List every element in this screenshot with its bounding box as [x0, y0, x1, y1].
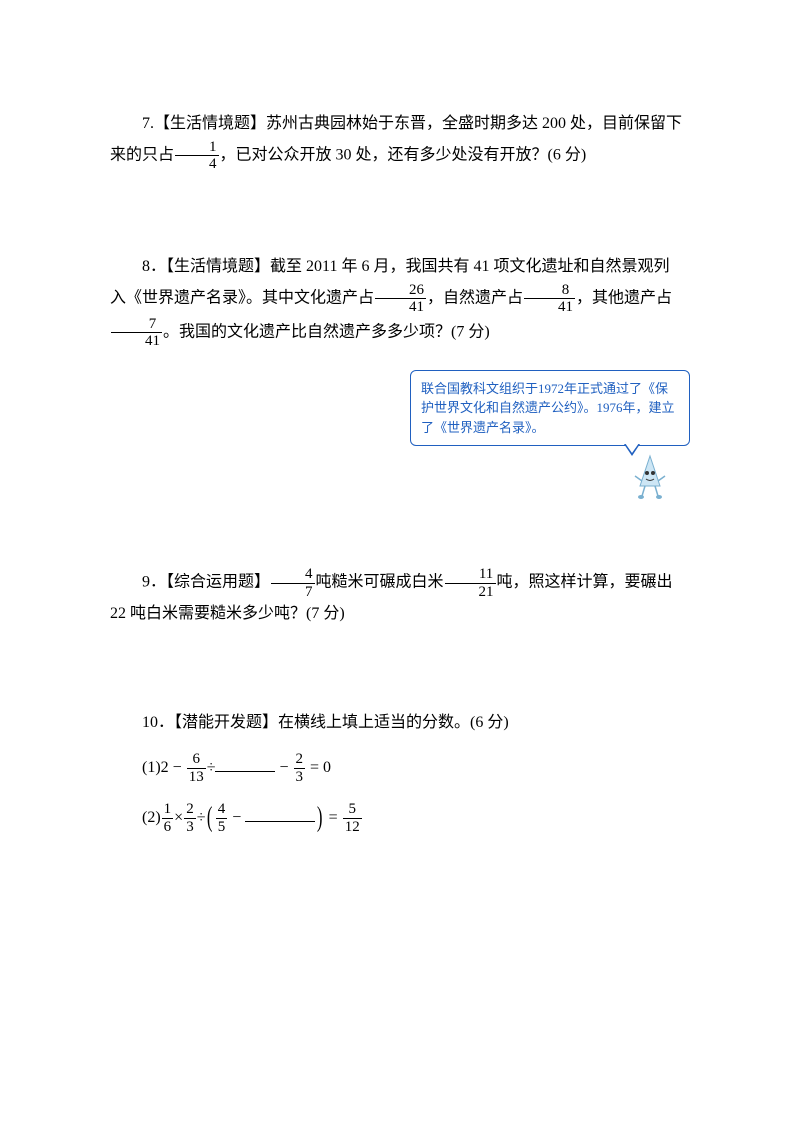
q10-tag: 【潜能开发题】 [174, 714, 278, 731]
sub2-frac4: 512 [343, 801, 362, 835]
bracket-right-icon: ) [317, 804, 323, 832]
question-10-text: 10．【潜能开发题】在横线上填上适当的分数。(6 分) [110, 709, 683, 738]
q8-num: 8 [142, 258, 150, 275]
sub2-frac1: 16 [162, 801, 174, 835]
question-8: 8．【生活情境题】截至 2011 年 6 月，我国共有 41 项文化遗址和自然景… [110, 253, 683, 446]
q7-num: 7 [142, 115, 150, 132]
bubble-text: 联合国教科文组织于1972年正式通过了《保护世界文化和自然遗产公约》。1976年… [421, 381, 675, 435]
q10-sub2: (2)16×23÷(45 − ) = 512 [142, 798, 683, 838]
sub2-frac3: 45 [216, 801, 228, 835]
q8-part3: ，其他遗产占 [576, 289, 672, 306]
sub2-label: (2) [142, 809, 161, 826]
q8-frac3: 741 [111, 316, 162, 350]
q8-tag: 【生活情境题】 [166, 258, 270, 275]
q10-sub1: (1)2 − 613÷ − 23 = 0 [142, 748, 683, 788]
question-10: 10．【潜能开发题】在横线上填上适当的分数。(6 分) (1)2 − 613÷ … [110, 709, 683, 838]
question-9-text: 9．【综合运用题】47吨糙米可碾成白米1121吨，照这样计算，要碾出 22 吨白… [110, 566, 683, 629]
sub2-blank[interactable] [245, 806, 315, 822]
question-9: 9．【综合运用题】47吨糙米可碾成白米1121吨，照这样计算，要碾出 22 吨白… [110, 566, 683, 629]
q9-num: 9 [142, 574, 150, 591]
q10-num: 10 [142, 714, 158, 731]
q9-frac2: 1121 [445, 566, 496, 600]
q10-text: 在横线上填上适当的分数。(6 分) [278, 714, 509, 731]
q8-frac1: 2641 [375, 282, 426, 316]
mascot-svg [630, 451, 670, 501]
speech-bubble: 联合国教科文组织于1972年正式通过了《保护世界文化和自然遗产公约》。1976年… [410, 370, 690, 447]
sub2-frac2: 23 [184, 801, 196, 835]
sub1-frac1: 613 [187, 751, 206, 785]
q8-frac2: 841 [524, 282, 575, 316]
sub1-frac2: 23 [294, 751, 306, 785]
q7-part2: ，已对公众开放 30 处，还有多少处没有开放？(6 分) [220, 146, 587, 163]
q8-part4: 。我国的文化遗产比自然遗产多多少项？(7 分) [163, 323, 490, 340]
speech-container: 联合国教科文组织于1972年正式通过了《保护世界文化和自然遗产公约》。1976年… [410, 370, 690, 447]
q9-tag: 【综合运用题】 [166, 574, 270, 591]
q7-frac: 14 [175, 139, 219, 173]
sub1-label: (1) [142, 759, 161, 776]
question-7-text: 7.【生活情境题】苏州古典园林始于东晋，全盛时期多达 200 处，目前保留下来的… [110, 110, 683, 173]
q9-frac1: 47 [271, 566, 315, 600]
sub1-blank[interactable] [215, 756, 275, 772]
q8-part2: ，自然遗产占 [427, 289, 523, 306]
q7-tag: 【生活情境题】 [154, 115, 266, 132]
sub1-rhs: 0 [323, 759, 331, 776]
sub1-a: 2 [161, 759, 169, 776]
q9-part1: 吨糙米可碾成白米 [316, 574, 444, 591]
question-7: 7.【生活情境题】苏州古典园林始于东晋，全盛时期多达 200 处，目前保留下来的… [110, 110, 683, 173]
question-8-text: 8．【生活情境题】截至 2011 年 6 月，我国共有 41 项文化遗址和自然景… [110, 253, 683, 350]
mascot-icon [630, 451, 670, 501]
bracket-left-icon: ( [207, 804, 213, 832]
